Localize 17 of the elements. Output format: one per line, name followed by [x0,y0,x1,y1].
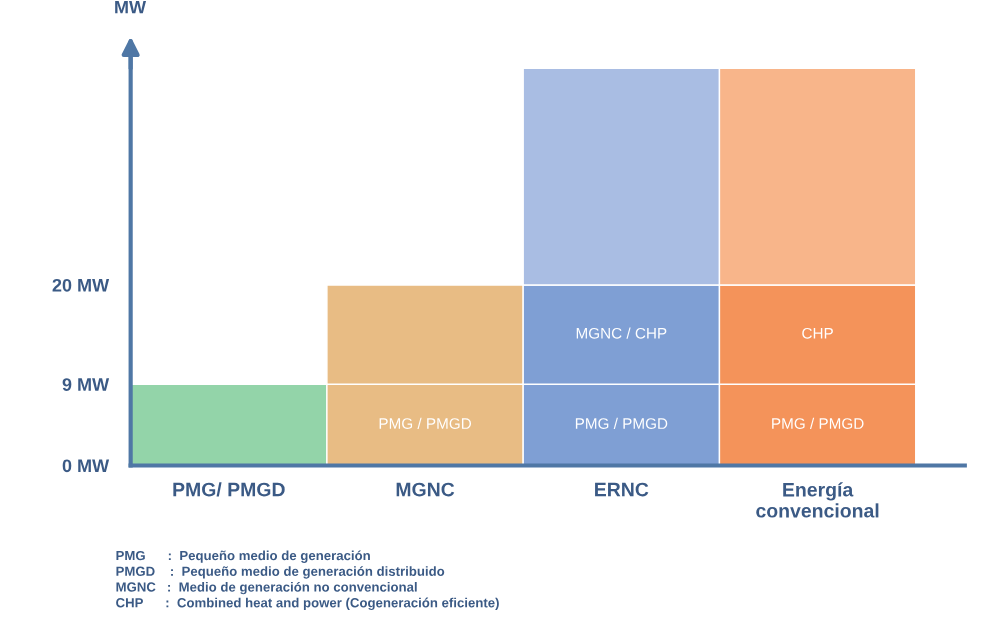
y-axis-title: MW [115,0,147,14]
data-label: CHP [802,327,833,339]
data-label: MGNC / CHP [576,327,667,339]
y-tick-label: 9 MW [62,378,110,391]
data-label: PMG / PMGD [772,417,864,429]
y-tick-label: 20 MW [52,278,110,292]
text: PMGD : Pequeño medio de generación distribuido [116,566,445,579]
data-label: PMG / PMGD [575,417,668,429]
x-tick-label: PMG/ PMGD [173,482,285,497]
data-label: PMG / PMGD [379,417,472,429]
text: CHP : Combined heat and power (Cogeneración eficiente) [116,597,499,611]
text: PMG : Pequeño medio de generación [116,550,370,563]
x-tick-label: ERNC [595,482,649,497]
y-tick-label: 0 MW [62,459,110,473]
text: MGNC : Medio de generación no convencional [116,581,417,595]
x-tick-label: MGNC [396,482,455,497]
x-tick-label: Energía convencional [756,482,879,518]
